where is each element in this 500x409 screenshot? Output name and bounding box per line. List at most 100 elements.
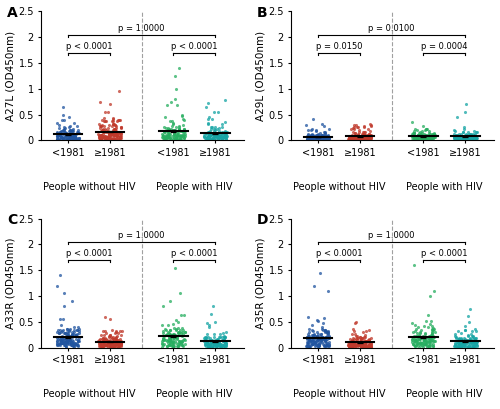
Point <box>176 342 184 348</box>
Point <box>110 131 118 137</box>
Point <box>460 124 468 130</box>
Point <box>216 133 224 140</box>
Point <box>453 137 461 143</box>
Point <box>176 133 184 139</box>
Point <box>350 340 358 347</box>
Point <box>96 336 104 342</box>
Point <box>100 123 108 129</box>
Point <box>104 340 112 346</box>
Point <box>352 336 360 343</box>
Point <box>218 330 226 337</box>
Point <box>170 331 177 338</box>
Point <box>160 129 168 135</box>
Point <box>110 343 118 350</box>
Point <box>462 344 470 350</box>
Point <box>458 335 466 341</box>
Point <box>204 344 212 351</box>
Point <box>454 134 462 140</box>
Point <box>216 341 224 347</box>
Point <box>458 329 466 336</box>
Point <box>204 131 212 137</box>
Point <box>116 117 124 123</box>
Point <box>63 326 71 332</box>
Point <box>110 133 118 139</box>
Text: p = 1.0000: p = 1.0000 <box>118 231 165 240</box>
Point <box>417 134 425 141</box>
Point <box>306 136 314 143</box>
Point <box>462 134 469 140</box>
Point <box>104 135 112 142</box>
Point <box>174 136 182 143</box>
Point <box>354 339 362 346</box>
Point <box>114 117 122 123</box>
Point <box>68 342 76 349</box>
Point <box>424 335 432 342</box>
Point <box>170 96 178 102</box>
Point <box>172 132 180 139</box>
Point <box>204 340 212 347</box>
Point <box>450 341 458 347</box>
Point <box>95 341 103 348</box>
Point <box>60 135 68 141</box>
Point <box>365 337 373 343</box>
Point <box>172 334 180 340</box>
Point <box>222 133 230 140</box>
Point <box>367 342 375 349</box>
Point <box>456 340 464 347</box>
Point <box>180 328 188 335</box>
Point <box>420 337 428 344</box>
Point <box>423 137 431 143</box>
Point <box>164 126 172 132</box>
Point <box>304 341 312 348</box>
Point <box>61 339 69 346</box>
Point <box>56 128 64 135</box>
Point <box>58 135 66 141</box>
Point <box>348 341 356 348</box>
Point <box>171 331 179 338</box>
Point <box>220 134 228 140</box>
Point <box>429 132 437 138</box>
Point <box>360 332 368 339</box>
Point <box>305 344 313 350</box>
Point <box>314 337 322 344</box>
Point <box>430 131 438 138</box>
Point <box>106 130 114 137</box>
Point <box>201 341 209 347</box>
Point <box>160 128 168 135</box>
Point <box>116 133 124 140</box>
Point <box>362 133 370 140</box>
Point <box>114 330 122 336</box>
Point <box>319 136 327 143</box>
Point <box>72 331 80 337</box>
Point <box>102 340 110 346</box>
Point <box>181 337 189 344</box>
Point <box>414 324 422 330</box>
Point <box>366 341 374 347</box>
Point <box>458 339 466 346</box>
Point <box>416 341 424 348</box>
Point <box>312 135 320 142</box>
Point <box>162 331 170 338</box>
Point <box>410 135 418 142</box>
Point <box>100 133 108 139</box>
Point <box>110 122 118 128</box>
Point <box>472 129 480 135</box>
Point <box>351 135 359 142</box>
Point <box>360 129 368 135</box>
Point <box>360 135 368 142</box>
Point <box>353 137 361 143</box>
Point <box>324 288 332 294</box>
Point <box>464 134 471 140</box>
Point <box>75 137 83 143</box>
Point <box>350 121 358 128</box>
Point <box>62 133 70 139</box>
Point <box>174 319 182 325</box>
Point <box>410 262 418 268</box>
Point <box>360 339 368 346</box>
Point <box>96 135 104 141</box>
Point <box>427 336 435 343</box>
Point <box>160 341 168 347</box>
Point <box>180 340 188 347</box>
Point <box>172 135 179 142</box>
Point <box>320 135 328 142</box>
